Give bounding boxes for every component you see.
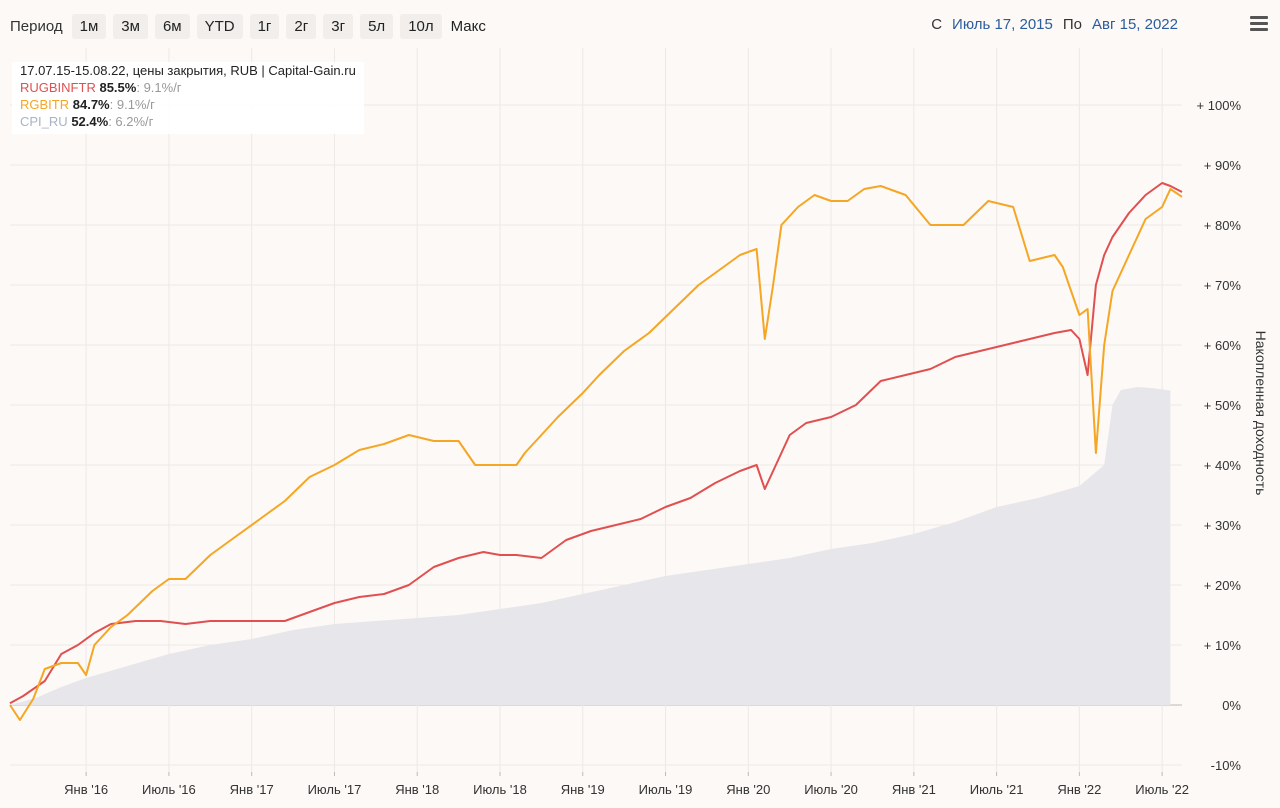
- legend-item-rgbitr: RGBITR 84.7%: 9.1%/г: [20, 96, 356, 113]
- range-button-10y[interactable]: 10л: [400, 13, 442, 39]
- x-tick-label: Июль '20: [804, 782, 858, 797]
- series-line-rugbinftr: [9, 182, 1183, 705]
- x-tick-label: Июль '17: [308, 782, 362, 797]
- range-button-3y[interactable]: 3г: [323, 13, 354, 39]
- legend-series-total: 84.7%: [72, 97, 110, 112]
- y-tick-label: + 70%: [1204, 278, 1242, 293]
- y-tick-label: + 60%: [1204, 338, 1242, 353]
- date-range: С Июль 17, 2015 По Авг 15, 2022: [931, 16, 1178, 33]
- x-tick-label: Июль '19: [639, 782, 693, 797]
- legend-series-total: 85.5%: [99, 80, 137, 95]
- hamburger-menu-icon[interactable]: [1250, 16, 1268, 34]
- x-tick-label: Июль '21: [970, 782, 1024, 797]
- range-button-1y[interactable]: 1г: [249, 13, 280, 39]
- legend-header: 17.07.15-15.08.22, цены закрытия, RUB | …: [20, 63, 356, 78]
- legend-series-rate: : 9.1%/г: [109, 97, 155, 112]
- to-label: По: [1062, 16, 1082, 33]
- y-tick-label: + 20%: [1204, 578, 1242, 593]
- x-tick-label: Янв '22: [1057, 782, 1101, 797]
- y-tick-label: + 30%: [1204, 518, 1242, 533]
- range-button-2y[interactable]: 2г: [286, 13, 317, 39]
- range-button-max[interactable]: Макс: [450, 17, 486, 35]
- x-tick-label: Янв '20: [726, 782, 770, 797]
- y-tick-label: -10%: [1211, 758, 1242, 773]
- from-label: С: [931, 16, 943, 33]
- x-tick-label: Июль '18: [473, 782, 527, 797]
- range-button-3m[interactable]: 3м: [113, 13, 148, 39]
- x-tick-label: Янв '16: [64, 782, 108, 797]
- y-tick-label: + 10%: [1204, 638, 1242, 653]
- legend-item-cpi-ru: CPI_RU 52.4%: 6.2%/г: [20, 113, 356, 130]
- y-tick-label: + 50%: [1204, 398, 1242, 413]
- x-axis: Янв '16 Июль '16 Янв '17 Июль '17 Янв '18 Июл…: [64, 772, 1189, 797]
- x-tick-label: Янв '17: [230, 782, 274, 797]
- period-label: Период: [10, 17, 63, 35]
- legend-series-name: RUGBINFTR: [20, 80, 96, 95]
- from-date-input[interactable]: Июль 17, 2015: [952, 16, 1053, 33]
- legend-series-rate: : 9.1%/г: [136, 80, 182, 95]
- period-toolbar: Период 1м 3м 6м YTD 1г 2г 3г 5л 10л Макс: [10, 12, 488, 40]
- series-area-cpi-ru: [10, 387, 1171, 705]
- y-axis: -10% 0% + 10% + 20% + 30% + 40% + 50% + 60% + 70…: [1197, 98, 1242, 773]
- range-button-1m[interactable]: 1м: [71, 13, 107, 39]
- x-tick-label: Янв '19: [561, 782, 605, 797]
- to-date-input[interactable]: Авг 15, 2022: [1091, 16, 1178, 33]
- legend-series-name: CPI_RU: [20, 114, 68, 129]
- x-tick-label: Июль '16: [142, 782, 196, 797]
- range-button-5y[interactable]: 5л: [360, 13, 394, 39]
- range-button-ytd[interactable]: YTD: [196, 13, 243, 39]
- legend-series-total: 52.4%: [71, 114, 109, 129]
- x-tick-label: Янв '21: [892, 782, 936, 797]
- y-axis-title: Накопленная доходность: [1253, 331, 1269, 496]
- y-tick-label: + 80%: [1204, 218, 1242, 233]
- series-line-rgbitr: [9, 185, 1183, 721]
- chart-legend: 17.07.15-15.08.22, цены закрытия, RUB | …: [12, 62, 364, 134]
- x-tick-label: Июль '22: [1135, 782, 1189, 797]
- range-button-6m[interactable]: 6м: [154, 13, 190, 39]
- y-tick-label: + 90%: [1204, 158, 1242, 173]
- legend-item-rugbinftr: RUGBINFTR 85.5%: 9.1%/г: [20, 79, 356, 96]
- y-tick-label: + 40%: [1204, 458, 1242, 473]
- legend-series-name: RGBITR: [20, 97, 70, 112]
- legend-series-rate: : 6.2%/г: [108, 114, 154, 129]
- y-tick-label: + 100%: [1197, 98, 1242, 113]
- chart-series: [9, 182, 1183, 721]
- x-tick-label: Янв '18: [395, 782, 439, 797]
- y-tick-label: 0%: [1222, 698, 1241, 713]
